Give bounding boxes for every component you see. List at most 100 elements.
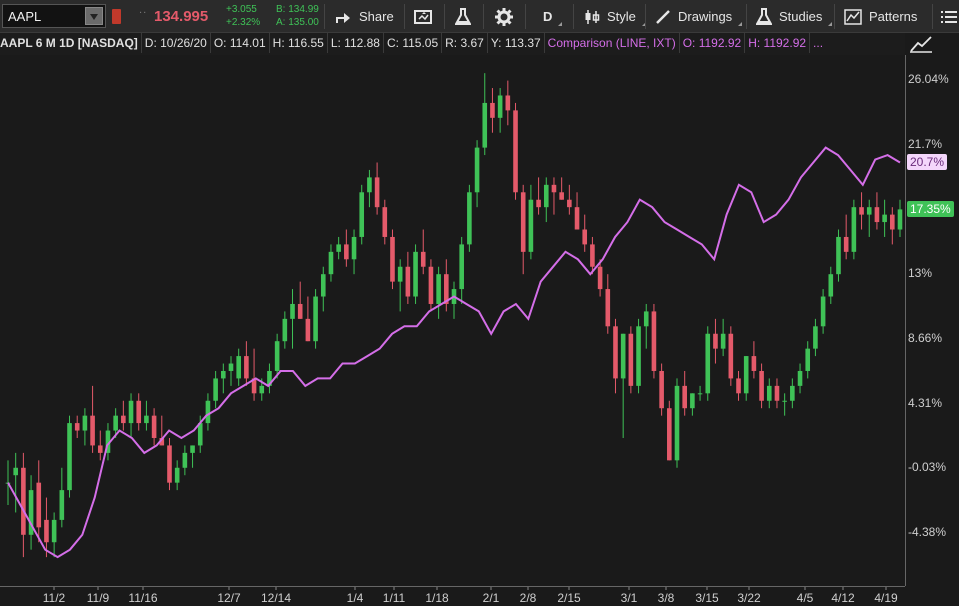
candle-body bbox=[44, 519, 49, 543]
settings-button[interactable] bbox=[495, 0, 520, 33]
candle-body bbox=[67, 423, 72, 491]
candle bbox=[659, 363, 664, 416]
flask-icon bbox=[455, 7, 471, 25]
price-dots: ·· bbox=[139, 8, 148, 19]
candle-body bbox=[290, 303, 295, 319]
candle-body bbox=[144, 415, 149, 424]
candle-body bbox=[336, 244, 341, 252]
toolbar-divider bbox=[645, 4, 646, 29]
candle-body bbox=[528, 199, 534, 252]
drawing-tools-toggle-icon[interactable] bbox=[906, 33, 936, 55]
candle bbox=[851, 199, 857, 260]
menu-icon bbox=[941, 10, 957, 23]
candle bbox=[651, 303, 657, 379]
comparison-study-label[interactable]: Comparison (LINE, IXT) bbox=[545, 33, 680, 53]
candle-body bbox=[559, 192, 564, 200]
candle-body bbox=[720, 333, 726, 349]
time-axis[interactable]: 11/2 11/9 11/16 12/7 12/14 1/4 1/11 1/18 2/1 2/8 2… bbox=[0, 586, 905, 606]
range-value: R: 3.67 bbox=[442, 33, 488, 53]
time-axis-label: 1/11 bbox=[383, 591, 406, 605]
lab-button[interactable] bbox=[455, 0, 478, 33]
aggregation-button[interactable]: D bbox=[543, 0, 564, 33]
candle bbox=[674, 378, 680, 468]
time-axis-label: 11/16 bbox=[128, 591, 157, 605]
candle-body bbox=[482, 102, 488, 148]
candle-body bbox=[467, 192, 472, 245]
share-button[interactable]: Share bbox=[334, 0, 394, 33]
candle-body bbox=[643, 311, 649, 327]
style-button[interactable]: Style bbox=[584, 0, 646, 33]
studies-button[interactable]: Studies bbox=[756, 0, 833, 33]
candle bbox=[597, 259, 603, 297]
candle-body bbox=[259, 385, 265, 394]
high-value: H: 116.55 bbox=[270, 33, 328, 53]
candle-body bbox=[851, 207, 857, 252]
toolbar-divider bbox=[483, 4, 484, 29]
symbol-input[interactable]: AAPL bbox=[2, 4, 106, 28]
candle bbox=[720, 318, 726, 357]
close-value: C: 115.05 bbox=[384, 33, 443, 53]
snapshot-button[interactable] bbox=[414, 0, 441, 33]
candle-body bbox=[874, 207, 880, 223]
candle bbox=[344, 229, 349, 267]
candle-body bbox=[390, 236, 395, 282]
more-values: ... bbox=[813, 36, 824, 50]
time-axis-label: 12/14 bbox=[261, 591, 291, 605]
price-chart[interactable] bbox=[0, 55, 905, 586]
candle bbox=[113, 408, 118, 438]
candle-body bbox=[836, 236, 841, 275]
candle-body bbox=[505, 95, 511, 111]
candle-body bbox=[251, 378, 257, 394]
candle bbox=[267, 363, 272, 394]
candle-body bbox=[628, 333, 634, 386]
chart-symbol-label[interactable]: AAPL 6 M 1D [NASDAQ] bbox=[0, 33, 142, 53]
candle bbox=[605, 274, 611, 334]
time-axis-label: 4/5 bbox=[797, 591, 814, 605]
candle bbox=[205, 393, 211, 431]
candle bbox=[274, 333, 280, 379]
candle-body bbox=[520, 192, 526, 252]
candle-body bbox=[697, 393, 703, 395]
candle-body bbox=[866, 207, 872, 215]
candle bbox=[528, 184, 534, 260]
candle bbox=[5, 460, 11, 506]
candle bbox=[444, 259, 449, 312]
candle-body bbox=[36, 482, 42, 528]
time-axis-label: 3/8 bbox=[658, 591, 675, 605]
menu-button[interactable] bbox=[941, 0, 959, 33]
price-axis-label: -0.03% bbox=[908, 460, 947, 475]
candle bbox=[121, 400, 126, 431]
drawings-button[interactable]: Drawings bbox=[655, 0, 743, 33]
time-axis-label: 2/8 bbox=[520, 591, 537, 605]
candle bbox=[420, 229, 426, 275]
candle-body bbox=[351, 236, 357, 260]
patterns-button[interactable]: Patterns bbox=[844, 0, 917, 33]
candle-body bbox=[82, 415, 88, 431]
candle-body bbox=[405, 266, 411, 297]
toolbar-divider bbox=[746, 4, 747, 29]
candle bbox=[682, 370, 687, 416]
candle-body bbox=[828, 274, 834, 297]
candle-body bbox=[667, 408, 672, 461]
candle bbox=[690, 393, 695, 416]
alert-icon[interactable] bbox=[112, 9, 121, 24]
candle bbox=[105, 423, 111, 461]
price-axis[interactable]: 26.04% 21.7% 17.35% 13% 8.66% 4.31% -0.03% -4.3… bbox=[905, 55, 959, 586]
candle bbox=[590, 236, 595, 275]
percent-change: +2.32% bbox=[226, 17, 261, 28]
candle-body bbox=[613, 326, 618, 379]
candle bbox=[620, 333, 626, 438]
candle bbox=[490, 88, 495, 133]
candle-body bbox=[759, 370, 764, 401]
candle bbox=[613, 318, 618, 394]
candle bbox=[643, 303, 649, 349]
symbol-dropdown-icon[interactable] bbox=[85, 7, 103, 25]
candle bbox=[82, 408, 88, 446]
candle bbox=[136, 393, 142, 431]
candle-body bbox=[205, 400, 211, 424]
candle bbox=[805, 341, 811, 379]
patterns-label: Patterns bbox=[869, 9, 918, 24]
price-axis-label: 4.31% bbox=[908, 395, 943, 410]
candle-body bbox=[751, 356, 757, 371]
candle-body bbox=[13, 467, 18, 476]
